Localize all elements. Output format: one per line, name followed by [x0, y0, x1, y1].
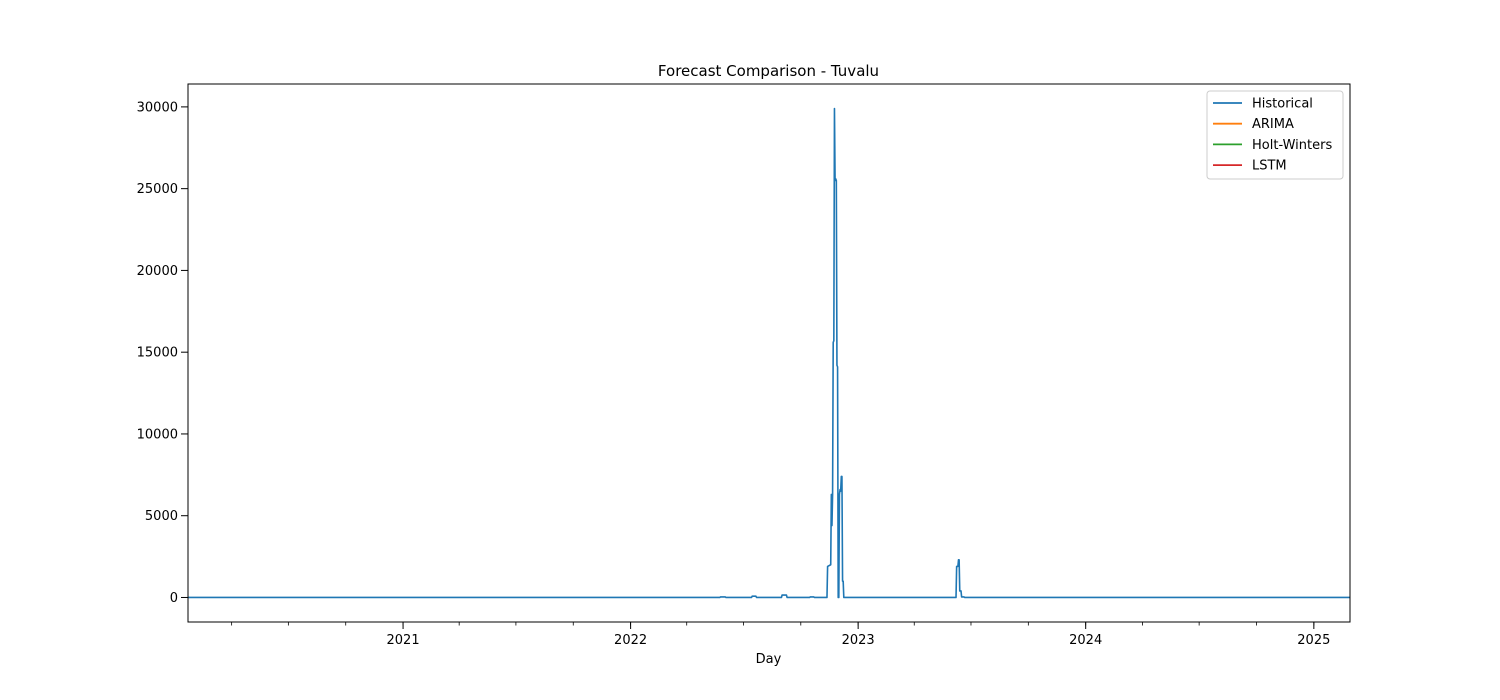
x-tick-label-4: 2025: [1297, 633, 1330, 648]
y-tick-label-3: 15000: [137, 346, 178, 361]
legend-label-0: Historical: [1252, 97, 1313, 112]
x-tick-label-2: 2023: [842, 633, 875, 648]
chart-title: Forecast Comparison - Tuvalu: [658, 62, 879, 80]
plot-area: [187, 83, 1351, 623]
x-axis: 2021 2022 2023 2024 2025: [231, 622, 1330, 648]
y-tick-label-6: 30000: [137, 100, 178, 115]
x-tick-label-0: 2021: [387, 633, 420, 648]
x-tick-label-1: 2022: [614, 633, 647, 648]
y-axis: 0 5000 10000 15000 20000 25000 30000: [137, 100, 188, 606]
y-tick-label-2: 10000: [137, 427, 178, 442]
legend-box: [1206, 90, 1344, 180]
y-tick-label-4: 20000: [137, 264, 178, 279]
legend: Historical ARIMA Holt-Winters LSTM: [1206, 90, 1344, 180]
axes-frame: [187, 83, 1351, 623]
legend-label-2: Holt-Winters: [1252, 138, 1332, 153]
x-axis-label: Day: [756, 652, 782, 667]
series-line-0: [188, 107, 1350, 599]
y-tick-label-5: 25000: [137, 182, 178, 197]
x-tick-label-3: 2024: [1069, 633, 1102, 648]
y-tick-label-1: 5000: [145, 509, 178, 524]
series-lines: [188, 107, 1350, 599]
legend-label-3: LSTM: [1252, 159, 1287, 174]
y-tick-label-0: 0: [170, 591, 178, 606]
legend-label-1: ARIMA: [1252, 117, 1294, 132]
